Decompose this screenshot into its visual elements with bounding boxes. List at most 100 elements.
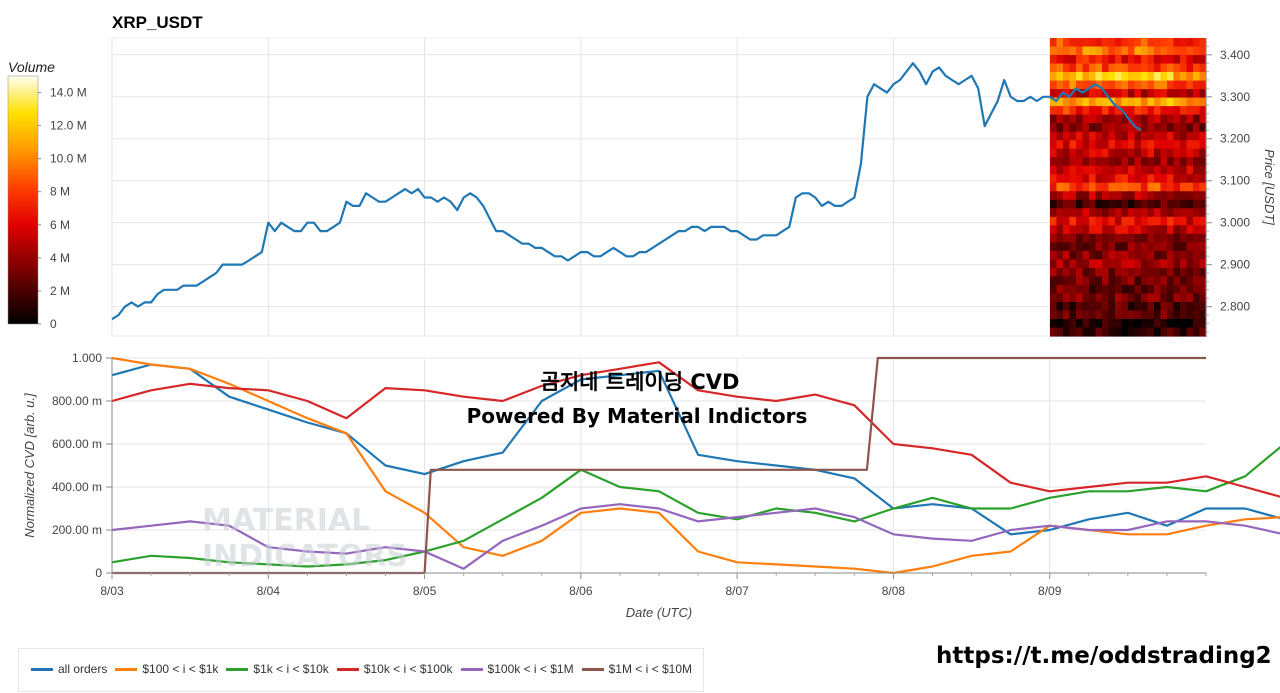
heatmap-cell <box>1063 242 1071 252</box>
heatmap-cell <box>1193 131 1201 141</box>
heatmap-cell <box>1173 106 1181 116</box>
heatmap-cell <box>1069 225 1077 235</box>
heatmap-cell <box>1115 191 1123 201</box>
heatmap-cell <box>1180 182 1188 192</box>
colorbar-tick-label: 8 M <box>50 185 70 199</box>
heatmap-cell <box>1173 327 1181 337</box>
heatmap-cell <box>1056 46 1064 56</box>
heatmap-cell <box>1193 199 1201 209</box>
heatmap-cell <box>1095 191 1103 201</box>
heatmap-cell <box>1160 310 1168 320</box>
heatmap-cell <box>1115 250 1123 260</box>
heatmap-cell <box>1082 72 1090 82</box>
heatmap-cell <box>1173 97 1181 107</box>
heatmap-cell <box>1102 301 1110 312</box>
heatmap-cell <box>1076 55 1084 65</box>
heatmap-cell <box>1082 80 1090 90</box>
heatmap-cell <box>1186 327 1194 337</box>
heatmap-cell <box>1154 157 1162 167</box>
heatmap-cell <box>1180 80 1188 90</box>
heatmap-cell <box>1082 191 1090 201</box>
heatmap-cell <box>1102 208 1110 218</box>
heatmap-cell <box>1173 123 1181 133</box>
heatmap-cell <box>1050 148 1058 158</box>
legend-item-s10k-100k[interactable]: $10k < i < $100k <box>336 662 453 676</box>
heatmap-cell <box>1050 216 1058 226</box>
heatmap-cell <box>1193 242 1201 252</box>
heatmap-cell <box>1154 63 1162 73</box>
heatmap-cell <box>1121 267 1129 277</box>
legend-item-s1m-10m[interactable]: $1M < i < $10M <box>581 662 692 676</box>
heatmap-cell <box>1180 199 1188 209</box>
heatmap-cell <box>1167 327 1175 337</box>
heatmap-cell <box>1186 89 1194 99</box>
heatmap-cell <box>1121 327 1129 337</box>
heatmap-cell <box>1063 174 1071 184</box>
heatmap-cell <box>1076 131 1084 141</box>
heatmap-cell <box>1186 208 1194 218</box>
heatmap-cell <box>1056 199 1064 209</box>
telegram-link[interactable]: https://t.me/oddstrading2 <box>936 643 1272 669</box>
heatmap-cell <box>1121 131 1129 141</box>
heatmap-cell <box>1128 55 1136 65</box>
heatmap-cell <box>1154 293 1162 303</box>
heatmap-cell <box>1108 327 1116 337</box>
heatmap-cell <box>1173 267 1181 277</box>
price-axis-title: Price [USDT] <box>1262 149 1277 225</box>
heatmap-cell <box>1167 131 1175 141</box>
heatmap-cell <box>1082 165 1090 175</box>
heatmap-cell <box>1095 97 1103 107</box>
heatmap-cell <box>1134 174 1142 184</box>
legend-item-s1k-10k[interactable]: $1k < i < $10k <box>226 662 329 676</box>
heatmap-cell <box>1134 114 1142 124</box>
heatmap-cell <box>1199 72 1207 82</box>
heatmap-cell <box>1115 301 1123 312</box>
legend-item-s100k-1m[interactable]: $100k < i < $1M <box>460 662 574 676</box>
heatmap-cell <box>1076 191 1084 201</box>
heatmap-cell <box>1128 293 1136 303</box>
heatmap-cell <box>1076 182 1084 192</box>
heatmap-cell <box>1154 165 1162 175</box>
heatmap-cell <box>1167 46 1175 56</box>
heatmap-cell <box>1141 174 1149 184</box>
heatmap-cell <box>1056 242 1064 252</box>
heatmap-cell <box>1102 46 1110 56</box>
heatmap-cell <box>1102 106 1110 116</box>
heatmap-cell <box>1180 63 1188 73</box>
heatmap-cell <box>1050 293 1058 303</box>
heatmap-cell <box>1173 225 1181 235</box>
heatmap-cell <box>1193 208 1201 218</box>
heatmap-cell <box>1050 182 1058 192</box>
heatmap-cell <box>1095 327 1103 337</box>
heatmap-cell <box>1180 233 1188 243</box>
heatmap-cell <box>1108 80 1116 90</box>
heatmap-cell <box>1050 199 1058 209</box>
heatmap-cell <box>1134 80 1142 90</box>
cvd-y-tick-label: 600.00 m <box>52 437 102 451</box>
heatmap-cell <box>1063 165 1071 175</box>
legend-swatch <box>581 667 604 671</box>
heatmap-cell <box>1128 225 1136 235</box>
legend-item-all-orders[interactable]: all orders <box>31 662 107 676</box>
heatmap-cell <box>1141 97 1149 107</box>
heatmap-cell <box>1154 80 1162 90</box>
heatmap-cell <box>1069 114 1077 124</box>
heatmap-cell <box>1160 63 1168 73</box>
heatmap-cell <box>1076 89 1084 99</box>
heatmap-cell <box>1095 250 1103 260</box>
heatmap-cell <box>1167 310 1175 320</box>
heatmap-cell <box>1180 123 1188 133</box>
heatmap-cell <box>1102 97 1110 107</box>
heatmap-cell <box>1095 123 1103 133</box>
heatmap-cell <box>1076 242 1084 252</box>
legend-item-s100-1k[interactable]: $100 < i < $1k <box>115 662 218 676</box>
cvd-axis-title: Normalized CVD [arb. u.] <box>22 393 37 538</box>
heatmap-cell <box>1134 233 1142 243</box>
heatmap-cell <box>1173 208 1181 218</box>
heatmap-cell <box>1154 174 1162 184</box>
heatmap-cell <box>1076 216 1084 226</box>
heatmap-cell <box>1173 284 1181 295</box>
heatmap-cell <box>1076 97 1084 107</box>
heatmap-cell <box>1076 259 1084 269</box>
heatmap-cell <box>1050 191 1058 201</box>
